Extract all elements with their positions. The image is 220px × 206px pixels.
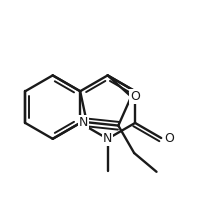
Text: N: N [103,132,112,145]
Text: N: N [79,116,88,129]
Text: O: O [130,90,140,103]
Text: O: O [164,131,174,145]
